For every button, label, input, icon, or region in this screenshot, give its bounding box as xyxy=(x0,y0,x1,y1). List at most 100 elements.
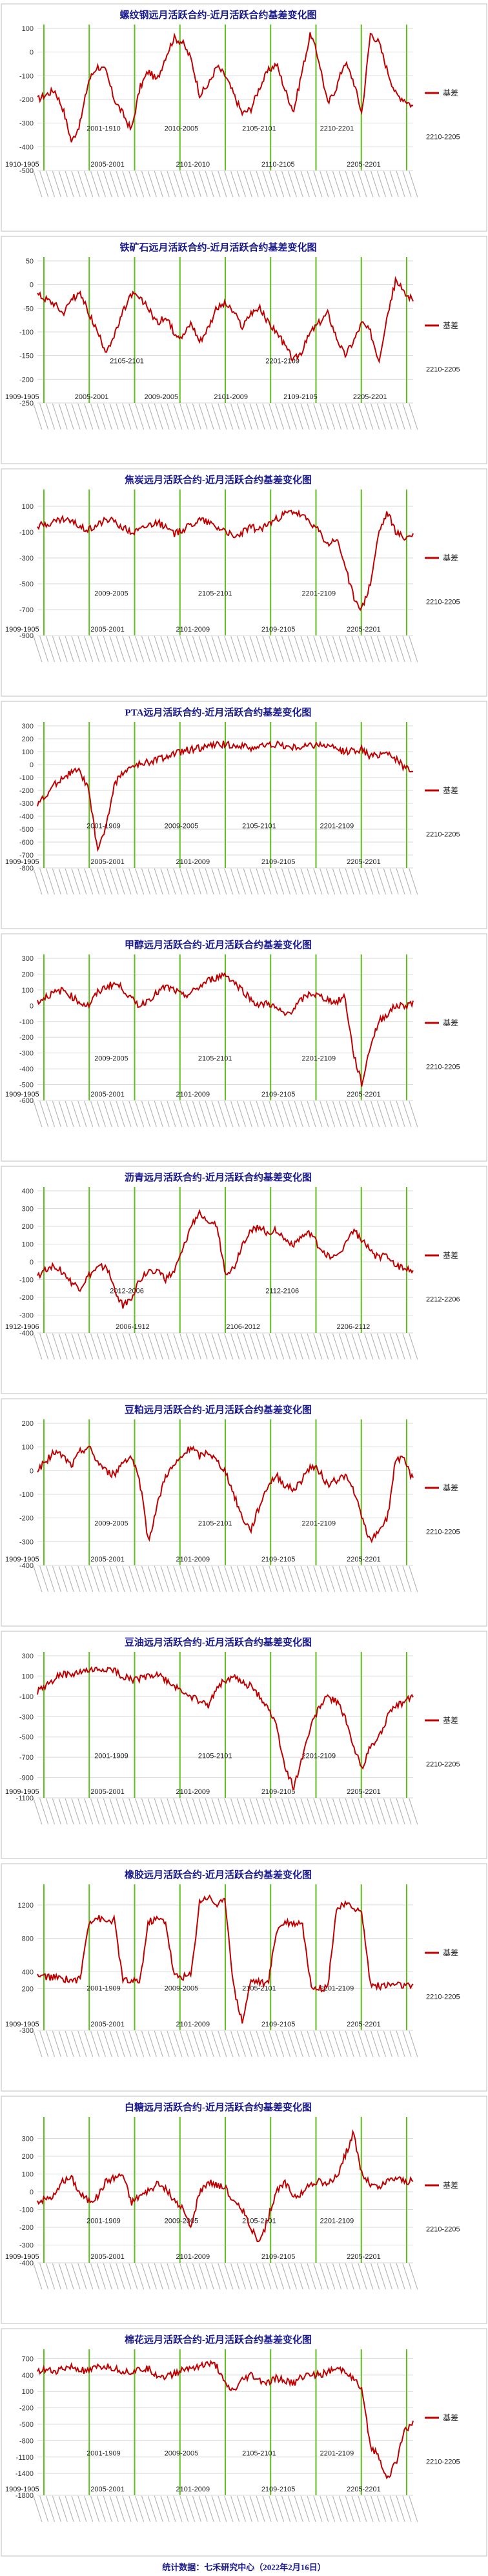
x-tick-mark xyxy=(287,868,297,895)
chart-title: 铁矿石远月活跃合约-近月活跃合约基差变化图 xyxy=(120,242,317,253)
x-tick-mark xyxy=(230,868,240,895)
x-tick-mark xyxy=(409,2495,418,2522)
x-tick-mark xyxy=(160,868,170,895)
x-tick-mark xyxy=(358,170,367,198)
x-tick-mark xyxy=(262,2495,272,2522)
x-tick-mark xyxy=(185,635,196,663)
contract-label: 2005-2001 xyxy=(90,2021,125,2028)
series-line xyxy=(37,1445,414,1543)
contract-label: 2001-1909 xyxy=(86,2449,121,2457)
x-tick-mark xyxy=(371,2030,380,2057)
x-tick-mark xyxy=(122,868,132,895)
x-tick-mark xyxy=(224,403,234,430)
x-tick-mark xyxy=(320,1100,329,1128)
x-tick-mark xyxy=(128,403,138,430)
y-tick-label: -100 xyxy=(19,2207,34,2214)
x-tick-mark xyxy=(345,2263,354,2290)
x-tick-mark xyxy=(173,1798,183,1825)
x-tick-mark xyxy=(160,2495,170,2522)
contract-label-extra: 2210-2205 xyxy=(426,366,460,374)
x-tick-mark xyxy=(65,868,74,895)
contract-label: 2205-2201 xyxy=(347,161,381,169)
y-tick-label: -400 xyxy=(19,1562,34,1570)
contract-label: 1909-1905 xyxy=(5,1788,39,1796)
contract-label: 2105-2101 xyxy=(242,822,276,830)
x-tick-mark xyxy=(358,403,367,430)
x-tick-mark xyxy=(33,1565,43,1592)
y-tick-label: 100 xyxy=(22,2171,34,2179)
x-tick-mark xyxy=(230,1798,240,1825)
contract-label: 2110-2105 xyxy=(261,161,295,169)
x-tick-mark xyxy=(205,1798,214,1825)
x-tick-mark xyxy=(147,2495,157,2522)
x-tick-mark xyxy=(269,403,278,430)
x-tick-mark xyxy=(236,170,247,198)
contract-label: 2006-1912 xyxy=(116,1323,150,1331)
x-tick-mark xyxy=(173,2495,183,2522)
x-tick-mark xyxy=(52,403,61,430)
x-tick-mark xyxy=(243,2495,252,2522)
x-tick-mark xyxy=(224,170,234,198)
contract-label: 2105-2101 xyxy=(242,125,276,132)
x-tick-mark xyxy=(376,2495,387,2522)
x-tick-mark xyxy=(275,2495,285,2522)
x-tick-mark xyxy=(300,403,310,430)
contract-label: 2109-2105 xyxy=(283,393,318,401)
y-tick-label: -400 xyxy=(19,143,34,151)
y-tick-label: 300 xyxy=(22,2136,34,2143)
x-tick-mark xyxy=(96,1100,107,1128)
x-tick-mark xyxy=(179,1565,189,1592)
x-tick-mark xyxy=(326,403,336,430)
chart-panel: 棉花远月活跃合约-近月活跃合约基差变化图 700 400 100 -200 -500 -80… xyxy=(0,2327,488,2560)
x-tick-mark xyxy=(320,2030,329,2057)
x-tick-mark xyxy=(224,868,234,895)
x-tick-mark xyxy=(396,1798,405,1825)
x-tick-mark xyxy=(39,170,49,198)
x-tick-mark xyxy=(167,1100,176,1128)
y-tick-label: 100 xyxy=(22,2388,34,2396)
x-tick-mark xyxy=(116,1565,125,1592)
x-tick-mark xyxy=(103,403,112,430)
x-tick-mark xyxy=(103,2495,112,2522)
y-tick-label: -150 xyxy=(19,353,34,360)
y-tick-label: -400 xyxy=(19,1066,34,1073)
x-tick-mark xyxy=(128,2030,138,2057)
legend-label: 基差 xyxy=(443,553,458,562)
x-tick-mark xyxy=(39,1333,49,1360)
x-tick-mark xyxy=(39,2495,49,2522)
series-line xyxy=(37,1894,414,2024)
x-tick-mark xyxy=(402,2030,412,2057)
legend-label: 基差 xyxy=(443,786,458,795)
x-tick-mark xyxy=(236,1798,247,1825)
x-tick-mark xyxy=(96,1798,107,1825)
x-tick-mark xyxy=(256,1333,265,1360)
x-tick-mark xyxy=(383,170,392,198)
y-tick-label: -600 xyxy=(19,839,34,847)
y-tick-label: -1100 xyxy=(16,2454,34,2462)
x-tick-mark xyxy=(116,403,125,430)
x-tick-mark xyxy=(338,2030,348,2057)
x-tick-mark xyxy=(389,403,399,430)
x-tick-mark xyxy=(90,635,100,663)
x-tick-mark xyxy=(269,1565,278,1592)
x-tick-mark xyxy=(358,2030,367,2057)
x-tick-mark xyxy=(364,1333,374,1360)
chart-frame xyxy=(1,1631,487,1859)
x-tick-mark xyxy=(109,1333,119,1360)
x-tick-mark xyxy=(300,1798,310,1825)
x-tick-mark xyxy=(103,170,112,198)
y-tick-label: 200 xyxy=(22,736,34,743)
contract-label: 2109-2105 xyxy=(261,2021,296,2028)
x-tick-mark xyxy=(338,635,348,663)
x-tick-mark xyxy=(179,2263,189,2290)
y-tick-label: 0 xyxy=(30,49,34,57)
x-tick-mark xyxy=(205,868,214,895)
x-tick-mark xyxy=(332,170,341,198)
x-tick-mark xyxy=(39,868,49,895)
x-tick-mark xyxy=(160,403,170,430)
x-tick-mark xyxy=(338,1100,348,1128)
x-tick-mark xyxy=(192,1565,201,1592)
x-tick-mark xyxy=(383,2030,392,2057)
x-tick-mark xyxy=(364,403,374,430)
x-tick-mark xyxy=(249,1333,259,1360)
